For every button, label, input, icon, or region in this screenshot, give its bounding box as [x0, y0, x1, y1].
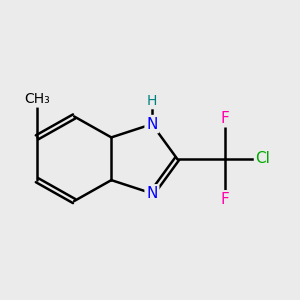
Text: F: F: [220, 192, 229, 207]
Text: N: N: [146, 186, 158, 201]
Text: N: N: [146, 117, 158, 132]
Text: CH₃: CH₃: [24, 92, 50, 106]
Text: Cl: Cl: [256, 151, 271, 166]
Text: F: F: [220, 111, 229, 126]
Text: H: H: [147, 94, 157, 108]
